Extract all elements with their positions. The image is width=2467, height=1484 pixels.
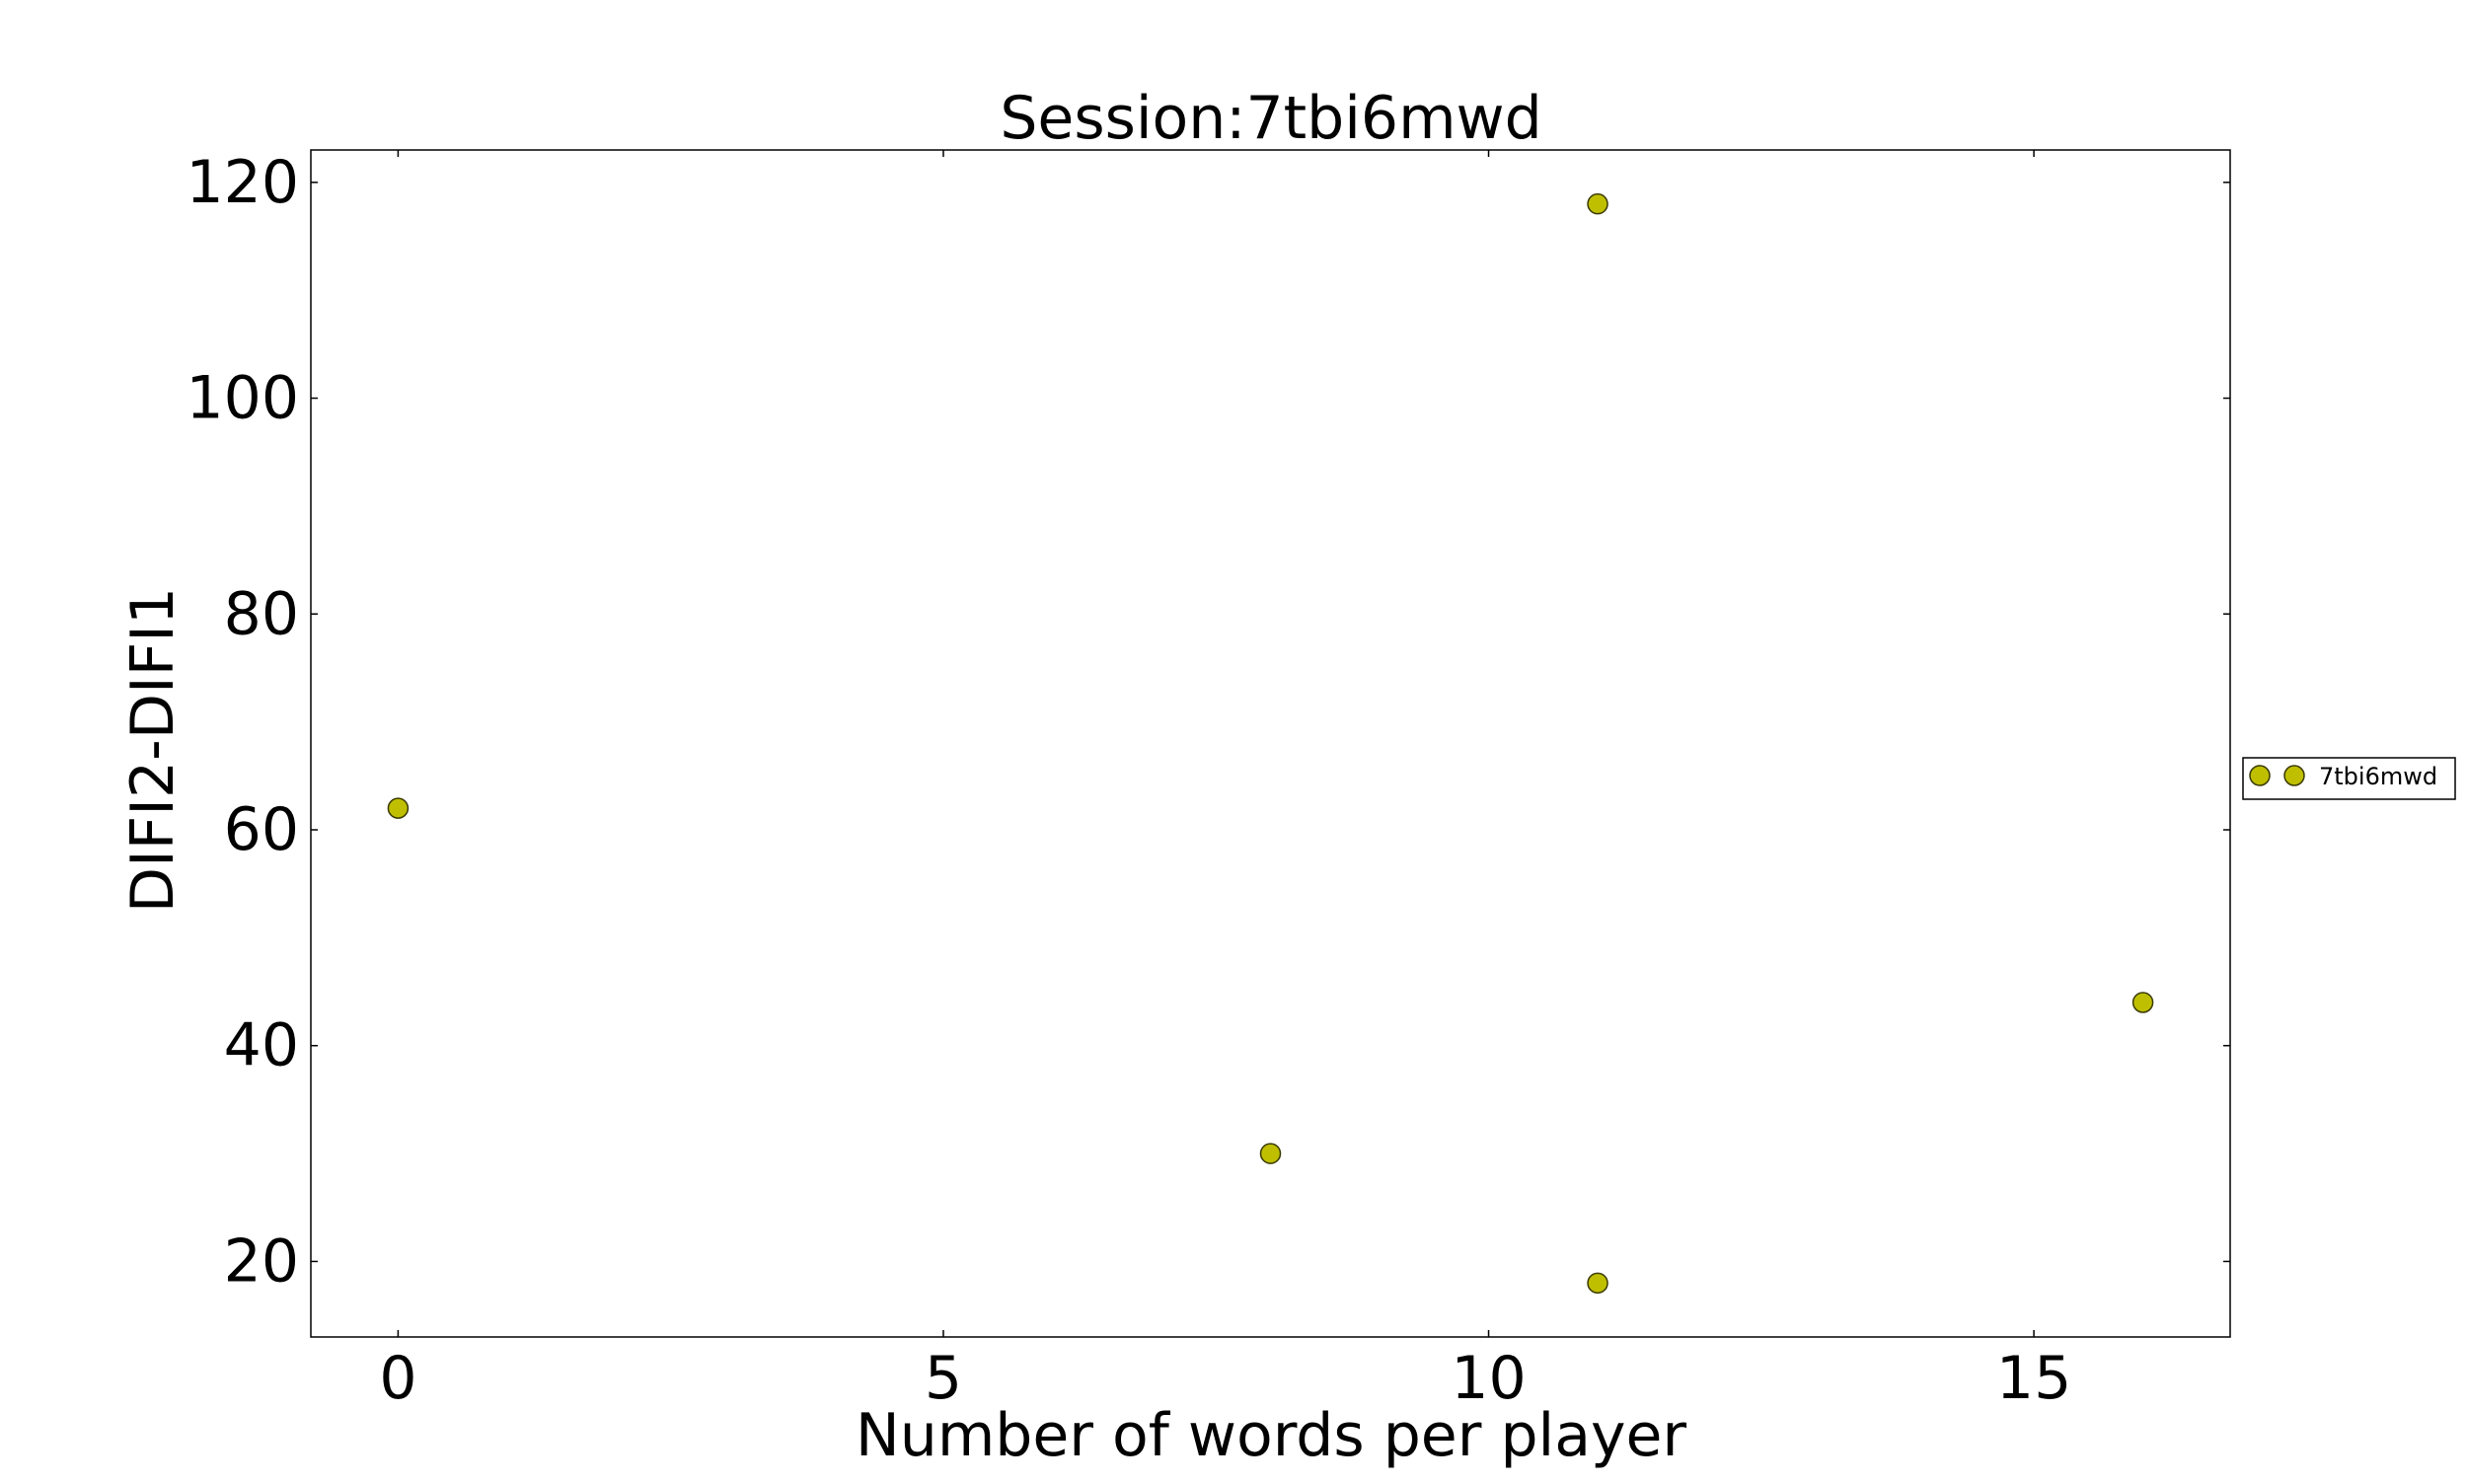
y-axis-ticks: 20 40 60 80 100 120 (186, 148, 2230, 1296)
y-axis-label: DIFI2-DIFI1 (118, 587, 187, 913)
data-point (1587, 1272, 1608, 1295)
plot-frame (310, 149, 2231, 1338)
x-tick-label: 5 (925, 1344, 962, 1413)
legend-marker (2283, 765, 2305, 786)
x-axis-label: Number of words per player (856, 1401, 1687, 1470)
data-point (387, 797, 410, 819)
data-point (1259, 1143, 1282, 1164)
legend: 7tbi6mwd (2242, 757, 2456, 800)
y-tick-label: 20 (224, 1226, 299, 1296)
x-tick-label: 15 (1996, 1344, 2071, 1413)
data-point (1587, 192, 1608, 215)
legend-marker (2249, 765, 2271, 786)
y-tick-label: 80 (224, 579, 299, 648)
data-points (387, 192, 2154, 1295)
y-tick-label: 100 (186, 364, 299, 433)
y-tick-label: 60 (224, 795, 299, 864)
data-point (2131, 992, 2154, 1013)
x-tick-label: 0 (379, 1344, 416, 1413)
x-axis-ticks: 0 5 10 15 (379, 150, 2071, 1413)
legend-frame (2242, 757, 2456, 800)
y-tick-label: 40 (224, 1011, 299, 1080)
y-tick-label: 120 (186, 148, 299, 217)
x-tick-label: 10 (1451, 1344, 1526, 1413)
chart-title: Session:7tbi6mwd (1000, 84, 1541, 153)
legend-label: 7tbi6mwd (2319, 763, 2437, 790)
